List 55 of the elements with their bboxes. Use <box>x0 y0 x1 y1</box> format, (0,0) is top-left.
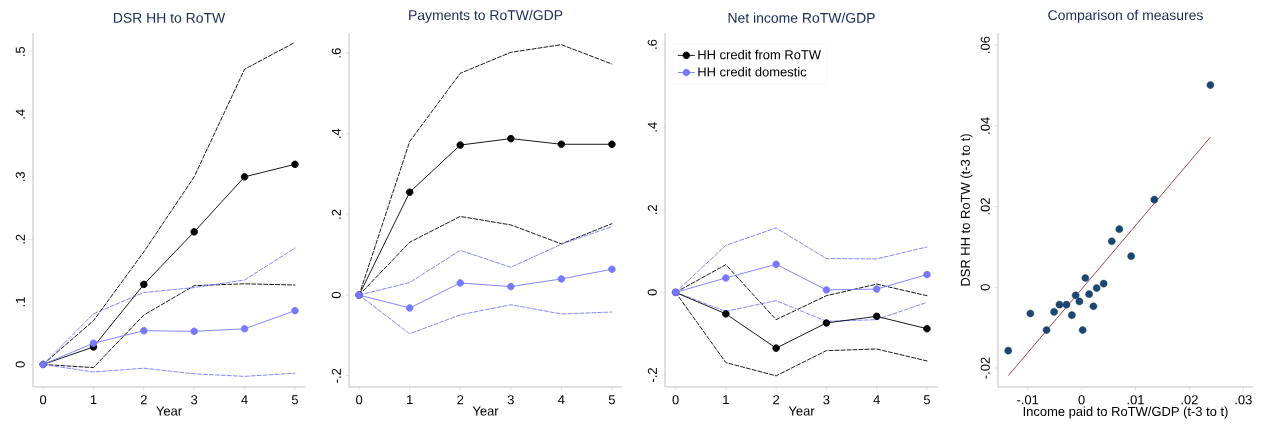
y-tick-label: .5 <box>15 46 25 56</box>
x-tick-label: 1 <box>407 395 413 405</box>
y-tick-label: -.02 <box>980 357 990 379</box>
y-tick-label: .04 <box>980 117 990 134</box>
y-tick-label: .4 <box>647 122 657 132</box>
y-tick-label: .1 <box>15 297 25 307</box>
x-axis-title: Year <box>156 406 182 416</box>
x-tick-label: 4 <box>558 395 565 405</box>
x-tick-label: 3 <box>823 395 830 405</box>
chart-title: Net income RoTW/GDP <box>728 12 875 23</box>
y-tick-label: .2 <box>331 209 341 219</box>
x-tick-label: 4 <box>241 395 248 405</box>
x-tick-label: 2 <box>773 395 780 405</box>
x-tick-label: .02 <box>1181 395 1198 405</box>
chart-title: Payments to RoTW/GDP <box>409 9 563 23</box>
x-axis-title: Year <box>472 406 499 416</box>
x-tick-label: 0 <box>356 395 363 405</box>
legend-label: HH credit domestic <box>698 66 807 77</box>
x-tick-label: 5 <box>608 395 615 405</box>
y-tick-label: 0 <box>647 289 657 296</box>
x-tick-label: 2 <box>140 395 147 405</box>
y-tick-label: -.2 <box>647 368 657 382</box>
y-tick-label: -.2 <box>331 368 341 383</box>
x-axis-title: Income paid to RoTW/GDP (t-3 to t) <box>1023 406 1228 419</box>
x-tick-label: 2 <box>457 395 464 405</box>
y-tick-label: .4 <box>15 109 25 119</box>
y-tick-label: 0 <box>980 284 990 291</box>
y-tick-label: .4 <box>331 128 341 138</box>
y-tick-label: .02 <box>980 198 990 215</box>
x-tick-label: 1 <box>90 395 97 405</box>
x-tick-label: 1 <box>723 395 729 405</box>
x-tick-label: -.01 <box>1017 395 1039 405</box>
y-tick-label: .3 <box>15 171 25 182</box>
chart-title: Comparison of measures <box>1048 9 1203 23</box>
x-tick-label: .03 <box>1235 395 1252 405</box>
y-tick-label: .6 <box>647 39 657 49</box>
y-axis-title: DSR HH to RoTW (t-3 to t) <box>960 134 973 286</box>
x-axis-title: Year <box>788 406 815 416</box>
x-tick-label: 4 <box>873 395 880 405</box>
y-tick-label: .6 <box>331 48 341 58</box>
chart-title: DSR HH to RoTW <box>113 12 226 23</box>
legend-label: HH credit from RoTW <box>698 49 822 60</box>
x-tick-label: 0 <box>1078 395 1085 405</box>
x-tick-label: .01 <box>1127 395 1144 405</box>
x-tick-label: 5 <box>923 395 930 405</box>
y-tick-label: .06 <box>980 36 990 53</box>
y-tick-label: 0 <box>15 361 25 368</box>
y-tick-label: 0 <box>331 291 341 299</box>
x-tick-label: 5 <box>291 395 298 405</box>
x-tick-label: 3 <box>507 395 514 405</box>
x-tick-label: 0 <box>672 395 679 405</box>
y-tick-label: .2 <box>15 234 25 244</box>
x-tick-label: 0 <box>39 395 47 405</box>
x-tick-label: 3 <box>191 395 198 405</box>
y-tick-label: .2 <box>647 205 657 214</box>
